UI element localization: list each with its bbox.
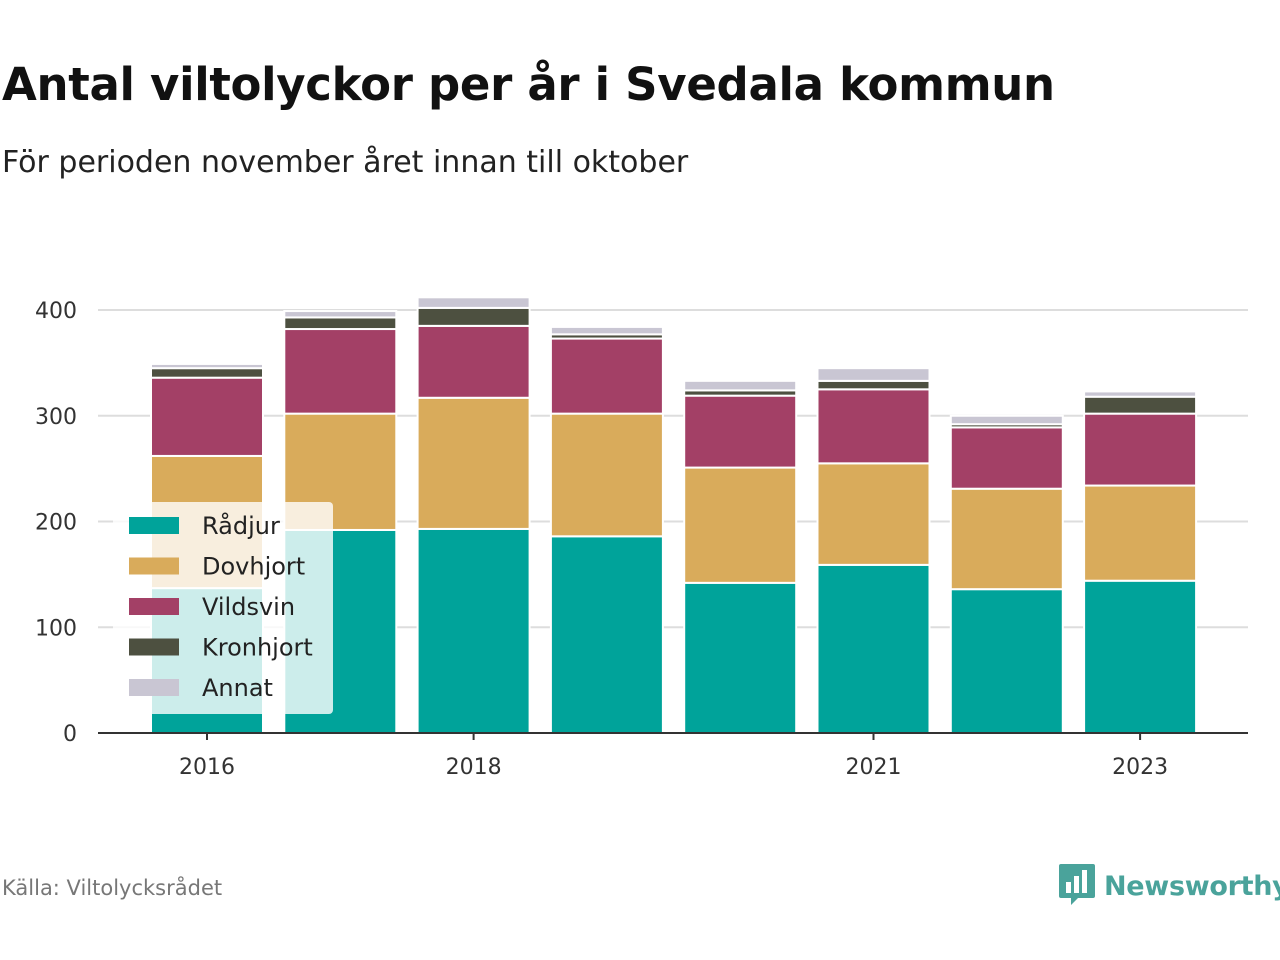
legend-box [113, 502, 333, 714]
bar-2017-annat [283, 310, 398, 319]
bar-2023-rådjur [1083, 579, 1198, 734]
legend-swatch-vildsvin [129, 598, 179, 615]
bar-2019-dovhjort [549, 412, 664, 538]
bar-2023-dovhjort [1083, 484, 1198, 582]
bar-2020-annat [683, 379, 798, 392]
source-note: Källa: Viltolycksrådet [2, 876, 223, 900]
brand-logo[interactable]: Newsworthy [1058, 862, 1280, 910]
y-tick-label-200: 200 [35, 511, 77, 536]
x-tick-label-2016: 2016 [179, 755, 235, 780]
bar-2022-dovhjort [949, 487, 1064, 591]
x-tick-label-2018: 2018 [446, 755, 502, 780]
bar-2019-annat [549, 325, 664, 336]
bar-2022-rådjur [949, 588, 1064, 734]
y-tick-label-400: 400 [35, 299, 77, 324]
bar-2023-annat [1083, 390, 1198, 398]
legend-swatch-rådjur [129, 517, 179, 534]
bar-2022-annat [949, 414, 1064, 426]
bar-2022-vildsvin [949, 426, 1064, 490]
y-axis-ticks: 0 100 200 300 400 [35, 299, 77, 747]
bar-2020-vildsvin [683, 394, 798, 469]
bar-2018-rådjur [416, 527, 531, 735]
bar-2021-vildsvin [816, 388, 931, 465]
bar-2018-vildsvin [416, 324, 531, 399]
bar-2023-vildsvin [1083, 412, 1198, 487]
bar-2016-annat [150, 362, 264, 370]
bar-chart-speech-bubble-icon [1058, 862, 1096, 910]
legend-swatch-annat [129, 679, 179, 696]
chart-title: Antal viltolyckor per år i Svedala kommu… [2, 58, 1055, 111]
legend: Rådjur Dovhjort Vildsvin Kronhjort Annat [113, 502, 333, 714]
bar-2021-dovhjort [816, 462, 931, 566]
bar-2018-kronhjort [416, 306, 531, 327]
legend-label-annat: Annat [202, 674, 273, 702]
legend-label-kronhjort: Kronhjort [202, 634, 313, 662]
y-tick-label-0: 0 [63, 722, 77, 747]
bar-2023-kronhjort [1083, 395, 1198, 415]
bar-2016-vildsvin [150, 376, 264, 457]
bar-2020-dovhjort [683, 466, 798, 584]
legend-swatch-kronhjort [129, 638, 179, 656]
x-tick-label-2023: 2023 [1112, 755, 1168, 780]
bar-2019-rådjur [549, 535, 664, 734]
legend-label-rådjur: Rådjur [202, 511, 280, 540]
chart-subtitle: För perioden november året innan till ok… [2, 145, 689, 180]
x-tick-label-2021: 2021 [846, 755, 902, 780]
bar-2021-rådjur [816, 563, 931, 734]
legend-swatch-dovhjort [129, 557, 179, 575]
bar-2020-rådjur [683, 581, 798, 735]
y-tick-label-300: 300 [35, 405, 77, 430]
legend-label-vildsvin: Vildsvin [202, 593, 295, 621]
bar-2018-annat [416, 296, 531, 309]
bar-2016-kronhjort [150, 367, 264, 379]
bar-2017-vildsvin [283, 328, 398, 415]
y-tick-label-100: 100 [35, 616, 77, 641]
x-axis-ticks: 2016 2018 2021 2023 [179, 733, 1168, 780]
bar-2021-kronhjort [816, 379, 931, 391]
bar-2021-annat [816, 367, 931, 382]
bar-2019-vildsvin [549, 337, 664, 415]
legend-label-dovhjort: Dovhjort [202, 553, 305, 581]
bar-2017-kronhjort [283, 316, 398, 331]
bar-2018-dovhjort [416, 396, 531, 530]
brand-name: Newsworthy [1104, 870, 1280, 902]
